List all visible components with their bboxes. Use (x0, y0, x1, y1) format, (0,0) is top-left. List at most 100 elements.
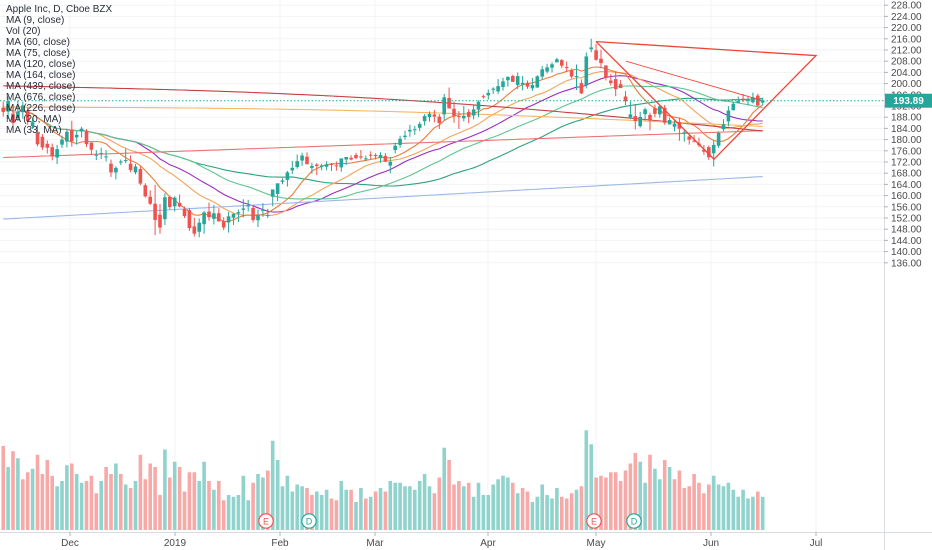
volume-bar (207, 481, 211, 530)
volume-bar (349, 489, 353, 530)
legend-indicator[interactable]: MA (120, close) (6, 59, 76, 70)
volume-bar (594, 477, 598, 530)
candle-body (187, 210, 192, 229)
volume-bar (236, 495, 241, 530)
volume-bar (172, 461, 177, 530)
volume-bar (413, 489, 417, 530)
trend-line-upper[interactable] (625, 60, 763, 101)
ma-20-line (2, 71, 763, 217)
candle-body (471, 109, 476, 116)
volume-bar (364, 498, 368, 530)
legend-indicator[interactable]: MA (164, close) (6, 70, 76, 81)
candle-body (168, 197, 172, 208)
candle-body (35, 132, 40, 145)
candle-body (373, 155, 378, 157)
candle-body (319, 165, 324, 167)
candle-body (315, 164, 319, 166)
volume-bar (545, 495, 549, 530)
candle-body (540, 69, 544, 77)
x-tick-label: May (587, 538, 606, 549)
candle-body (486, 92, 491, 96)
volume-bar (535, 496, 540, 530)
volume-bar (417, 481, 422, 530)
candle-body (589, 47, 593, 50)
volume-bar (741, 489, 745, 530)
candle-body (707, 147, 711, 158)
candle-body (466, 111, 471, 117)
candle-body (437, 116, 442, 124)
candle-body (515, 76, 520, 85)
candle-body (648, 114, 652, 121)
earnings-marker[interactable] (586, 513, 602, 529)
volume-bar (599, 475, 603, 530)
candle-body (501, 81, 505, 87)
candle-body (584, 56, 589, 86)
volume-bar (447, 460, 451, 530)
legend-indicator[interactable]: MA (439, close) (6, 81, 76, 92)
y-tick-label: 188.00 (891, 113, 922, 124)
legend-indicator[interactable]: MA (676, close) (6, 92, 76, 103)
dividend-marker[interactable] (626, 513, 642, 529)
candle-body (491, 88, 495, 90)
volume-bar (148, 463, 152, 530)
volume-bar (520, 488, 525, 530)
legend-indicator[interactable]: MA (20, MA) (6, 114, 62, 125)
candle-body (604, 65, 608, 78)
candle-body (119, 161, 123, 163)
legend-indicator[interactable]: MA (75, close) (6, 48, 70, 59)
candle-body (202, 212, 206, 225)
volume-bar (491, 484, 495, 530)
legend-indicator[interactable]: MA (9, close) (6, 15, 65, 26)
volume-bar (511, 482, 515, 530)
candle-body (50, 147, 54, 157)
y-tick-label: 160.00 (891, 191, 922, 202)
candle-body (241, 208, 246, 210)
volume-bar (123, 484, 128, 530)
volume-bar (168, 477, 172, 530)
volume-bar (555, 488, 559, 530)
candle-body (158, 214, 162, 228)
volume-bar (310, 495, 314, 530)
trend-lines[interactable] (0, 40, 884, 161)
candle-body (364, 158, 368, 160)
candle-body (21, 105, 25, 113)
volume-bar (604, 477, 608, 530)
volume-bar (756, 491, 760, 530)
y-tick-label: 220.00 (891, 23, 922, 34)
candle-body (300, 155, 304, 161)
trend-triangle[interactable] (595, 40, 818, 161)
volume-bar (21, 479, 25, 530)
candle-body (599, 58, 603, 64)
legend-indicator[interactable]: MA (226, close) (6, 103, 76, 114)
candle-body (79, 128, 84, 132)
candle-body (329, 163, 334, 165)
candle-body (65, 131, 69, 142)
y-tick-label: 172.00 (891, 158, 922, 169)
x-tick-label: Dec (61, 538, 79, 549)
candle-body (104, 156, 108, 158)
volume-bar (623, 470, 628, 530)
volume-bar (672, 479, 677, 530)
volume-bar (677, 470, 682, 530)
volume-bar (550, 498, 554, 530)
legend-indicator[interactable]: MA (33, MA) (6, 125, 62, 136)
candle-body (555, 59, 559, 63)
volume-bar (334, 500, 339, 530)
candlesticks (1, 38, 765, 238)
x-tick-label: 2019 (164, 538, 187, 549)
volume-bar (613, 472, 618, 530)
volume-bar (163, 449, 167, 530)
candle-body (133, 166, 138, 173)
candle-body (378, 155, 383, 159)
volume-bar (25, 472, 30, 530)
volume-bar (662, 460, 667, 530)
dividend-marker[interactable] (301, 513, 317, 529)
legend-indicator[interactable]: MA (60, close) (6, 37, 70, 48)
y-tick-label: 152.00 (891, 214, 922, 225)
candle-body (11, 113, 15, 124)
earnings-marker[interactable] (258, 513, 274, 529)
legend-indicator[interactable]: Vol (20) (6, 26, 41, 37)
volume-bar (471, 496, 476, 530)
